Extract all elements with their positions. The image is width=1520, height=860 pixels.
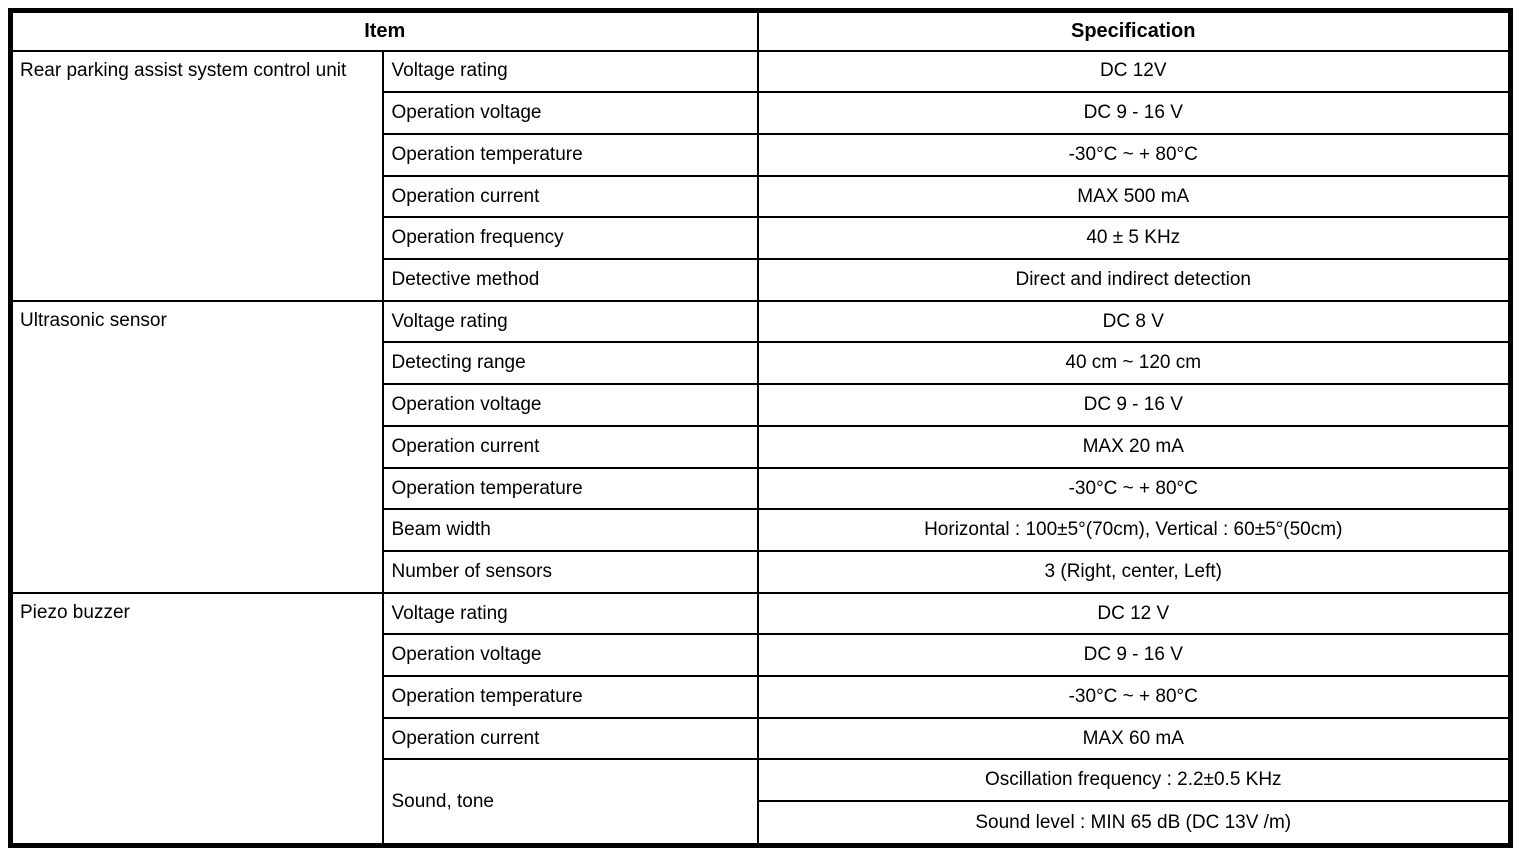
row-label: Operation temperature [381, 466, 759, 511]
row-label: Operation voltage [381, 383, 759, 427]
row-spec: DC 9 - 16 V [756, 633, 1512, 678]
row-label-sound-tone: Sound, tone [381, 758, 759, 847]
specification-column-header: Specification [756, 9, 1512, 52]
table-row: Operation current MAX 500 mA [11, 174, 1512, 219]
item-column-header: Item [9, 9, 759, 52]
table-row: Sound, tone Oscillation frequency : 2.2±… [11, 758, 1512, 847]
row-spec: MAX 500 mA [756, 174, 1512, 219]
specification-table: Item Specification Rear parking assist s… [8, 8, 1513, 848]
row-spec: DC 9 - 16 V [756, 383, 1512, 427]
row-spec: DC 12 V [756, 591, 1512, 636]
row-label: Operation temperature [381, 132, 759, 177]
table-row: Ultrasonic sensor Voltage rating DC 8 V [9, 299, 1512, 594]
table-row: Operation frequency 40 ± 5 KHz [11, 216, 1512, 261]
table-row: Operation voltage DC 9 - 16 V [11, 383, 1512, 427]
table-row: Rear parking assist system control unit … [9, 49, 1512, 302]
row-label: Operation current [381, 424, 759, 469]
row-label: Operation voltage [381, 91, 759, 135]
row-label: Beam width [381, 508, 759, 552]
row-spec: MAX 20 mA [756, 424, 1512, 469]
row-spec: -30°C ~ + 80°C [756, 132, 1512, 177]
row-spec: 3 (Right, center, Left) [756, 549, 1512, 594]
row-label: Voltage rating [381, 591, 759, 636]
row-label: Operation current [381, 174, 759, 219]
row-label: Operation temperature [381, 675, 759, 719]
group-item-label: Rear parking assist system control unit [20, 59, 347, 81]
header-row: Item Specification [9, 9, 1512, 52]
row-spec: 40 ± 5 KHz [756, 216, 1512, 261]
row-spec: MAX 60 mA [756, 716, 1512, 761]
group-item-label: Ultrasonic sensor [20, 309, 167, 331]
table-row: Detective method Direct and indirect det… [11, 258, 1512, 302]
row-label: Operation voltage [381, 633, 759, 678]
table-row: Operation temperature -30°C ~ + 80°C [11, 132, 1512, 177]
row-label: Detective method [381, 258, 759, 302]
table-row: Operation current MAX 60 mA [11, 716, 1512, 761]
row-spec: Oscillation frequency : 2.2±0.5 KHz [756, 758, 1512, 803]
table-row: Number of sensors 3 (Right, center, Left… [11, 549, 1512, 594]
row-spec: Sound level : MIN 65 dB (DC 13V /m) [756, 800, 1512, 847]
row-spec: DC 9 - 16 V [756, 91, 1512, 135]
row-label: Operation frequency [381, 216, 759, 261]
row-spec: Direct and indirect detection [756, 258, 1512, 302]
row-spec: DC 8 V [756, 299, 1512, 344]
row-spec: DC 12V [756, 49, 1512, 94]
group-cell-control-unit: Rear parking assist system control unit [9, 49, 384, 302]
table-row: Operation voltage DC 9 - 16 V [11, 91, 1512, 135]
row-spec: 40 cm ~ 120 cm [756, 341, 1512, 386]
table-row: Sound level : MIN 65 dB (DC 13V /m) [11, 800, 1512, 847]
row-label: Number of sensors [381, 549, 759, 594]
table-row: Operation voltage DC 9 - 16 V [11, 633, 1512, 678]
row-label: Detecting range [381, 341, 759, 386]
table-row: Operation temperature -30°C ~ + 80°C [11, 675, 1512, 719]
group-item-label: Piezo buzzer [20, 601, 130, 623]
specification-table-container: Item Specification Rear parking assist s… [8, 8, 1513, 848]
group-cell-piezo-buzzer: Piezo buzzer [9, 591, 384, 847]
table-row: Piezo buzzer Voltage rating DC 12 V [9, 591, 1512, 847]
table-row: Detecting range 40 cm ~ 120 cm [11, 341, 1512, 386]
row-spec: -30°C ~ + 80°C [756, 466, 1512, 511]
row-label: Operation current [381, 716, 759, 761]
row-spec: -30°C ~ + 80°C [756, 675, 1512, 719]
table-row: Operation current MAX 20 mA [11, 424, 1512, 469]
group-cell-ultrasonic-sensor: Ultrasonic sensor [9, 299, 384, 594]
table-row: Beam width Horizontal : 100±5°(70cm), Ve… [11, 508, 1512, 552]
row-label: Voltage rating [381, 49, 759, 94]
table-row: Operation temperature -30°C ~ + 80°C [11, 466, 1512, 511]
row-label: Voltage rating [381, 299, 759, 344]
row-spec: Horizontal : 100±5°(70cm), Vertical : 60… [756, 508, 1512, 552]
